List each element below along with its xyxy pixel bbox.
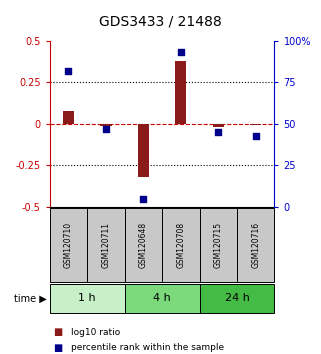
Text: 1 h: 1 h [78,293,96,303]
Text: GSM120715: GSM120715 [214,222,223,268]
Text: GSM120716: GSM120716 [251,222,260,268]
Point [216,129,221,135]
Point [253,133,258,138]
Text: log10 ratio: log10 ratio [71,328,120,337]
Text: ■: ■ [53,343,62,353]
Text: GSM120648: GSM120648 [139,222,148,268]
Point [103,126,108,132]
Point [141,196,146,201]
Bar [175,61,187,124]
Bar [138,124,149,177]
Text: GDS3433 / 21488: GDS3433 / 21488 [99,14,222,28]
Bar [100,124,112,126]
Text: GSM120710: GSM120710 [64,222,73,268]
Text: 4 h: 4 h [153,293,171,303]
Bar [63,110,74,124]
Text: ■: ■ [53,327,62,337]
Bar [213,124,224,127]
Bar [250,124,261,125]
Text: GSM120708: GSM120708 [176,222,185,268]
Text: 24 h: 24 h [225,293,249,303]
Text: time ▶: time ▶ [14,293,47,303]
Text: percentile rank within the sample: percentile rank within the sample [71,343,224,352]
Point [178,50,183,55]
Text: GSM120711: GSM120711 [101,222,110,268]
Point [66,68,71,74]
